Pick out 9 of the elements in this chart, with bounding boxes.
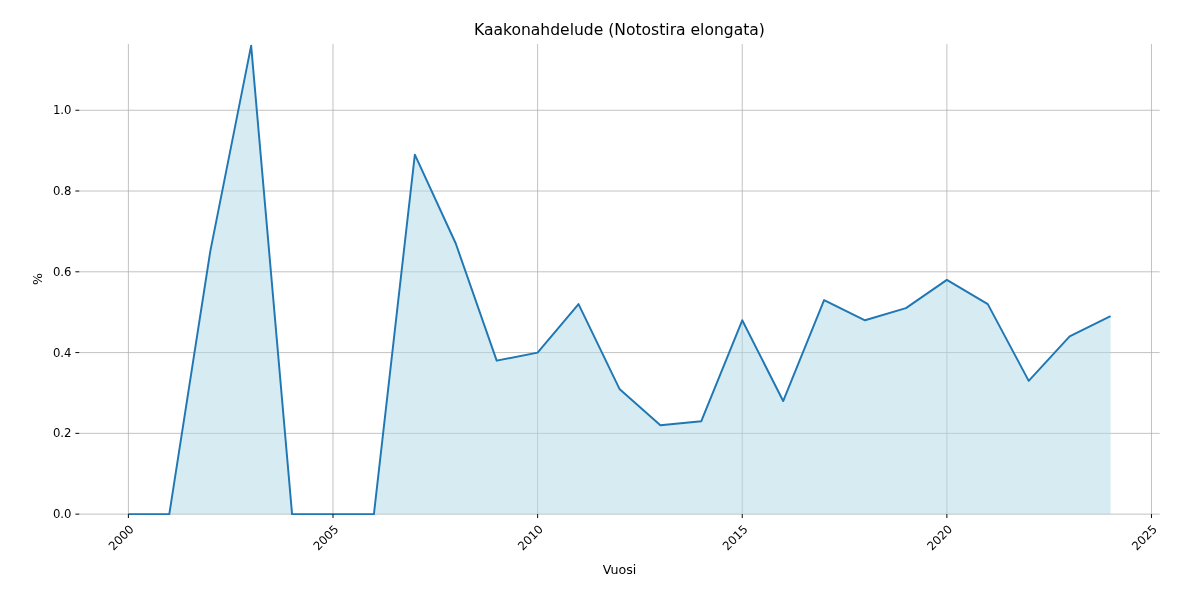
y-axis-title: % <box>29 273 45 286</box>
y-tick-label: 0.0 <box>52 507 72 522</box>
y-tick-label: 1.0 <box>52 103 72 118</box>
y-tick-label: 0.6 <box>52 264 72 279</box>
y-tick-label: 0.8 <box>52 184 72 199</box>
y-tick-label: 0.2 <box>52 426 72 441</box>
y-tick-label: 0.4 <box>52 345 72 360</box>
chart-title: Kaakonahdelude (Notostira elongata) <box>473 21 765 40</box>
x-axis-title: Vuosi <box>602 562 637 578</box>
